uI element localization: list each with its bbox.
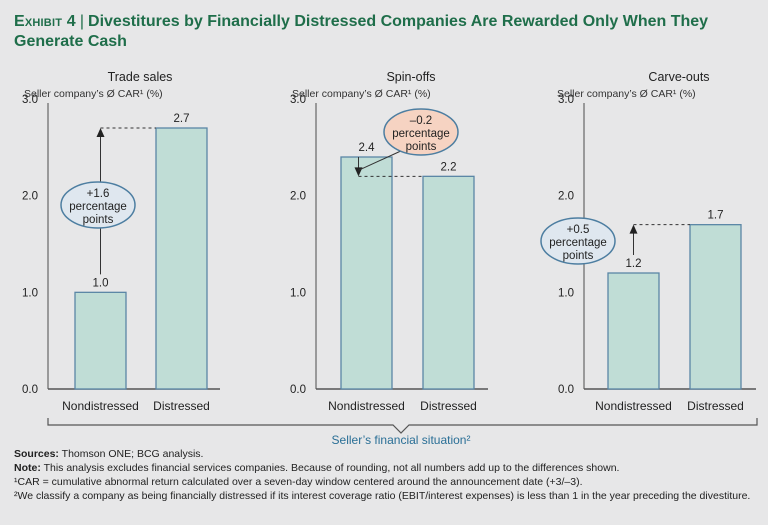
- panel-title: Carve-outs: [648, 70, 709, 84]
- difference-callout: [540, 217, 616, 265]
- y-tick-label: 2.0: [22, 191, 38, 203]
- x-tick-label: Nondistressed: [595, 399, 672, 413]
- callout-value: –0.2: [410, 115, 432, 127]
- sources-label: Sources:: [14, 448, 59, 460]
- y-tick-label: 1.0: [22, 287, 38, 299]
- y-axis-label: Seller company’s Ø CAR¹ (%): [292, 88, 431, 100]
- footnotes: Sources: Thomson ONE; BCG analysis. Note…: [14, 447, 764, 503]
- exhibit-title-text: Divestitures by Financially Distressed C…: [14, 13, 709, 50]
- callout-unit: points: [563, 250, 594, 262]
- sources-text: Thomson ONE; BCG analysis.: [58, 448, 204, 460]
- callout-leader: [358, 149, 404, 171]
- chart-area: Trade sales Seller company’s Ø CAR¹ (%) 0.…: [22, 70, 758, 445]
- callout-unit: percentage: [549, 237, 607, 249]
- x-tick-label: Nondistressed: [328, 399, 405, 413]
- exhibit-title: Exhibit 4 | Divestitures by Financially Di…: [14, 12, 754, 52]
- note-label: Note:: [14, 462, 41, 474]
- y-tick-label: 3.0: [290, 94, 306, 106]
- footnote-1: ¹CAR = cumulative abnormal return calcul…: [14, 476, 583, 488]
- callout-unit: points: [406, 141, 437, 153]
- arrow-head: [629, 224, 638, 234]
- callout-unit: percentage: [69, 201, 127, 213]
- shared-x-axis-label: Seller’s financial situation²: [332, 433, 471, 445]
- y-tick-label: 1.0: [558, 287, 574, 299]
- difference-callout: [383, 108, 459, 156]
- y-tick-label: 1.0: [290, 287, 306, 299]
- arrow-head: [96, 128, 105, 137]
- y-tick-label: 0.0: [290, 384, 306, 396]
- sources-line: Sources: Thomson ONE; BCG analysis.: [14, 447, 764, 461]
- y-tick-label: 0.0: [22, 384, 38, 396]
- shared-x-bracket: [47, 418, 758, 434]
- note-text: This analysis excludes financial service…: [40, 462, 620, 474]
- x-tick-label: Distressed: [687, 399, 744, 413]
- bar-distressed: [155, 127, 208, 390]
- callout-value: +0.5: [567, 224, 590, 236]
- data-label: 1.7: [708, 210, 724, 222]
- bar-nondistressed: [74, 291, 127, 390]
- x-tick-label: Distressed: [153, 399, 210, 413]
- callout-unit: percentage: [392, 128, 450, 140]
- panel-title: Spin-offs: [386, 70, 435, 84]
- bar-nondistressed: [340, 156, 393, 390]
- x-tick-label: Nondistressed: [62, 399, 139, 413]
- data-label: 2.4: [359, 142, 376, 154]
- y-axis-label: Seller company’s Ø CAR¹ (%): [557, 88, 696, 100]
- y-tick-label: 3.0: [558, 94, 574, 106]
- difference-callout: [60, 181, 136, 229]
- data-label: 1.0: [93, 277, 109, 289]
- data-label: 2.2: [441, 161, 457, 173]
- y-tick-label: 2.0: [290, 191, 306, 203]
- title-separator: |: [79, 13, 85, 30]
- panel-title: Trade sales: [108, 70, 173, 84]
- bar-distressed: [689, 224, 742, 390]
- bar-nondistressed: [607, 272, 660, 390]
- data-label: 1.2: [626, 258, 642, 270]
- y-axis-label: Seller company’s Ø CAR¹ (%): [24, 88, 163, 100]
- callout-value: +1.6: [87, 188, 110, 200]
- exhibit-number: Exhibit 4: [14, 13, 76, 30]
- y-tick-label: 3.0: [22, 94, 38, 106]
- x-tick-label: Distressed: [420, 399, 477, 413]
- y-tick-label: 2.0: [558, 191, 574, 203]
- callout-unit: points: [83, 214, 114, 226]
- note-line: Note: This analysis excludes financial s…: [14, 461, 764, 475]
- data-label: 2.7: [174, 113, 190, 125]
- bar-distressed: [422, 175, 475, 390]
- footnote-2: ²We classify a company as being financia…: [14, 490, 751, 502]
- y-tick-label: 0.0: [558, 384, 574, 396]
